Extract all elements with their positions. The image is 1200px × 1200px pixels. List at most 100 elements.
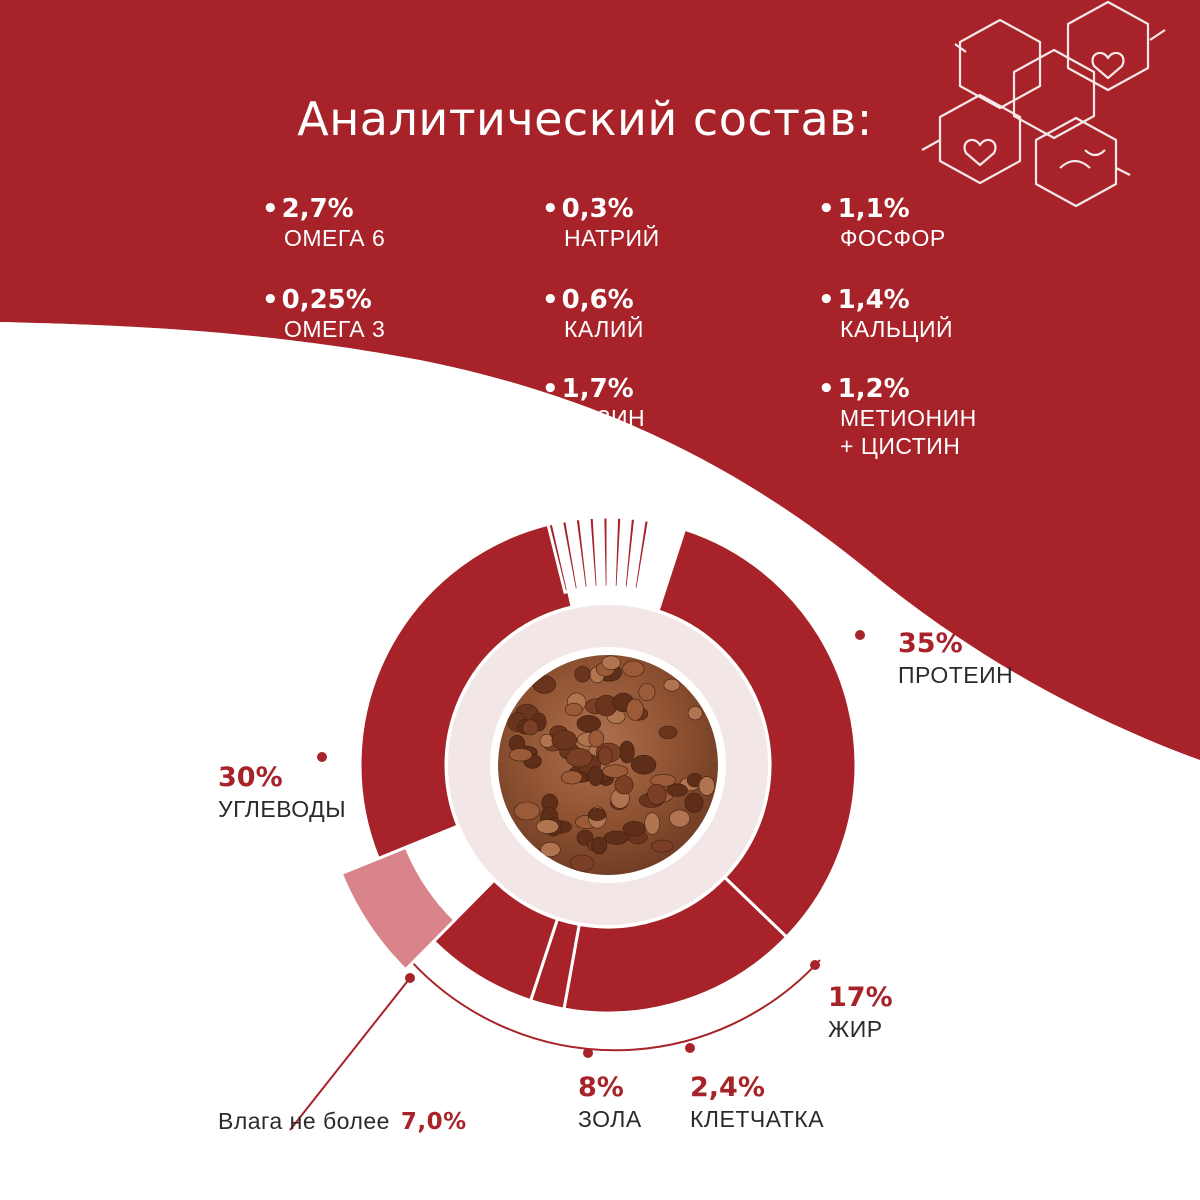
nutrient-value: 0,6% [542, 285, 644, 315]
kibble-piece [587, 808, 607, 821]
carbs-value: 30% [218, 762, 283, 793]
nutrient-methionine-cystine: 1,2% МЕТИОНИН + ЦИСТИН [818, 374, 977, 460]
nutrient-value: 1,2% [818, 374, 977, 404]
kibble-piece [532, 675, 556, 694]
kibble-piece [551, 730, 578, 750]
kibble-piece [647, 783, 667, 805]
fiber-value: 2,4% [690, 1072, 765, 1103]
fat-label: ЖИР [828, 1016, 883, 1042]
nutrient-calcium: 1,4% КАЛЬЦИЙ [818, 285, 953, 343]
kibble-piece [565, 748, 593, 768]
nutrient-label-line2: + ЦИСТИН [840, 433, 961, 459]
kibble-pieces [507, 655, 716, 872]
nutrient-omega6: 2,7% ОМЕГА 6 [262, 194, 385, 252]
mineral-stripe [632, 517, 652, 592]
kibble-piece [619, 740, 635, 764]
nutrient-label: ЛИЗИН [564, 405, 646, 431]
callout-fat: 17% ЖИР [828, 982, 893, 1044]
callout-protein: 35% ПРОТЕИН [898, 628, 1013, 690]
ash-label: ЗОЛА [578, 1106, 642, 1132]
carbs-segment [358, 521, 574, 861]
honeycomb-heart-icon [921, 0, 1166, 208]
kibble-piece [522, 719, 539, 736]
callout-fiber: 2,4% КЛЕТЧАТКА [690, 1072, 824, 1134]
nutrient-lysine: 1,7% ЛИЗИН [542, 374, 645, 432]
mineral-stripe [612, 515, 624, 589]
kibble-piece [513, 801, 541, 821]
kibble-piece [644, 812, 660, 835]
callout-carbs: 30% УГЛЕВОДЫ [218, 762, 346, 824]
protein-label: ПРОТЕИН [898, 662, 1014, 688]
kibble-piece [666, 783, 688, 797]
nutrient-value: 0,25% [262, 285, 385, 315]
nutrient-value: 1,4% [818, 285, 953, 315]
kibble-piece [588, 765, 603, 787]
outer-ring [329, 486, 887, 1044]
kibble-piece [687, 706, 703, 721]
kibble-piece [626, 698, 644, 721]
protein-value: 35% [898, 628, 963, 659]
nutrient-label: КАЛИЙ [564, 316, 644, 342]
mineral-stripe [622, 516, 638, 590]
kibble-piece [591, 836, 608, 855]
kibble-piece [561, 770, 583, 785]
moisture-text: Влага не более [218, 1108, 390, 1134]
mineral-stripe [587, 515, 600, 590]
callout-markers [289, 630, 865, 1131]
nutrient-omega3: 0,25% ОМЕГА 3 [262, 285, 385, 343]
kibble-piece [569, 854, 595, 872]
page-title: Аналитический состав: [297, 92, 873, 146]
kibble-piece [684, 792, 704, 813]
nutrient-label: ОМЕГА 3 [284, 316, 386, 342]
nutrient-value: 2,7% [262, 194, 385, 224]
mineral-stripe [601, 515, 610, 589]
moisture-note: Влага не более 7,0% [218, 1108, 467, 1135]
composition-donut [339, 515, 858, 1015]
fiber-label: КЛЕТЧАТКА [690, 1106, 825, 1132]
kibble-piece [622, 660, 645, 678]
nutrient-tryptophan: 0,2% ТРИПТОФАН [262, 374, 431, 432]
nutrient-label: ФОСФОР [840, 225, 946, 251]
carbs-label: УГЛЕВОДЫ [218, 796, 347, 822]
mineral-stripe [573, 516, 590, 591]
outer-ring-lower [409, 959, 821, 1052]
kibble-piece [535, 819, 559, 834]
kibble-bowl-image [498, 655, 718, 875]
kibble-piece [574, 666, 591, 683]
kibble-piece [630, 754, 657, 775]
kibble-piece [614, 775, 634, 795]
nutrient-phosphorus: 1,1% ФОСФОР [818, 194, 946, 252]
nutrient-value: 1,7% [542, 374, 645, 404]
nutrient-value: 1,1% [818, 194, 946, 224]
kibble-piece [638, 683, 656, 701]
nutrient-label: МЕТИОНИН [840, 405, 977, 431]
ash-value: 8% [578, 1072, 624, 1103]
kibble-piece [698, 776, 716, 796]
kibble-piece [588, 729, 605, 748]
kibble-piece [622, 821, 646, 837]
nutrient-sodium: 0,3% НАТРИЙ [542, 194, 660, 252]
ash-segment [431, 878, 560, 1003]
nutrient-value: 0,3% [542, 194, 660, 224]
callout-ash: 8% ЗОЛА [578, 1072, 642, 1134]
nutrient-label: ТРИПТОФАН [284, 405, 431, 431]
kibble-piece [663, 678, 681, 692]
kibble-piece [597, 746, 613, 766]
nutrient-label: КАЛЬЦИЙ [840, 316, 954, 342]
nutrient-potassium: 0,6% КАЛИЙ [542, 285, 644, 343]
kibble-piece [576, 715, 602, 733]
moisture-value: 7,0% [400, 1109, 467, 1135]
kibble-piece [658, 725, 678, 740]
kibble-piece [601, 655, 621, 670]
mineral-stripe [546, 521, 571, 595]
nutrient-label: ОМЕГА 6 [284, 225, 386, 251]
mineral-stripe [559, 518, 581, 592]
small-segments-markers [541, 479, 677, 494]
kibble-piece [651, 839, 674, 853]
kibble-piece [602, 764, 629, 778]
kibble-piece [565, 702, 583, 717]
kibble-piece [508, 748, 533, 762]
moisture-segment [339, 845, 457, 972]
